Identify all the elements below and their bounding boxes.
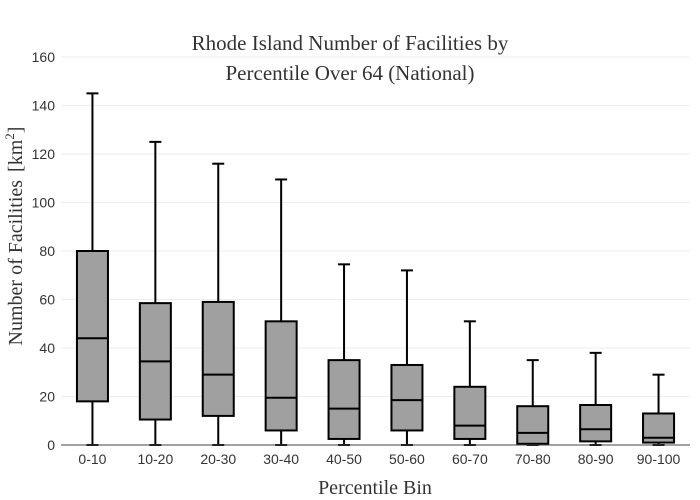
iqr-box bbox=[516, 405, 550, 445]
x-tick-label: 70-80 bbox=[515, 451, 551, 467]
box-plot-50-60 bbox=[390, 269, 424, 446]
x-tick-label: 0-10 bbox=[78, 451, 106, 467]
chart-title-line-2: Percentile Over 64 (National) bbox=[226, 61, 475, 85]
x-tick-label: 60-70 bbox=[452, 451, 488, 467]
box-plots bbox=[75, 92, 676, 446]
iqr-box bbox=[201, 300, 235, 417]
iqr-box bbox=[264, 320, 298, 432]
x-tick-label: 80-90 bbox=[578, 451, 614, 467]
x-tick-label: 40-50 bbox=[326, 451, 362, 467]
box-plot-70-80 bbox=[516, 359, 550, 446]
iqr-box bbox=[579, 403, 613, 443]
box-plot-30-40 bbox=[264, 178, 298, 446]
iqr-box bbox=[327, 359, 361, 440]
box-plot-20-30 bbox=[201, 162, 235, 446]
y-tick-labels: 0 20 40 60 80 100 120 140 160 bbox=[32, 49, 56, 453]
y-tick-label: 0 bbox=[47, 437, 55, 453]
x-tick-label: 20-30 bbox=[200, 451, 236, 467]
box-plot-40-50 bbox=[327, 263, 361, 446]
x-tick-label: 90-100 bbox=[637, 451, 681, 467]
box-plot-90-100 bbox=[642, 373, 676, 446]
y-axis-label-text: Number of Facilities bbox=[5, 180, 27, 346]
box-plot-60-70 bbox=[453, 320, 487, 446]
x-axis-label: Percentile Bin bbox=[318, 477, 432, 499]
x-tick-label: 50-60 bbox=[389, 451, 425, 467]
box-plot-0-10 bbox=[75, 92, 109, 446]
y-tick-label: 100 bbox=[32, 195, 56, 211]
y-tick-label: 40 bbox=[39, 340, 55, 356]
iqr-box bbox=[390, 363, 424, 432]
y-tick-label: 60 bbox=[39, 292, 55, 308]
y-axis-label-unit: [km bbox=[5, 139, 27, 172]
box-plot-80-90 bbox=[579, 351, 613, 446]
y-tick-label: 140 bbox=[32, 98, 56, 114]
y-tick-label: 160 bbox=[32, 49, 56, 65]
x-tick-label: 30-40 bbox=[263, 451, 299, 467]
box-plot-10-20 bbox=[138, 140, 172, 446]
iqr-box bbox=[453, 385, 487, 440]
iqr-box bbox=[75, 250, 109, 403]
y-tick-label: 80 bbox=[39, 243, 55, 259]
chart-title: Rhode Island Number of Facilities by Per… bbox=[192, 31, 509, 85]
y-tick-label: 120 bbox=[32, 146, 56, 162]
y-axis-label: Number of Facilities [km2] bbox=[2, 127, 27, 346]
y-tick-label: 20 bbox=[39, 389, 55, 405]
y-axis-label-unit-sup: 2 bbox=[2, 133, 17, 140]
x-tick-labels: 0-10 10-20 20-30 30-40 40-50 50-60 60-70 70-80 8… bbox=[78, 451, 680, 467]
chart-title-line-1: Rhode Island Number of Facilities by bbox=[192, 31, 509, 55]
y-axis-label-unit-close: ] bbox=[5, 127, 27, 134]
x-tick-label: 10-20 bbox=[137, 451, 173, 467]
